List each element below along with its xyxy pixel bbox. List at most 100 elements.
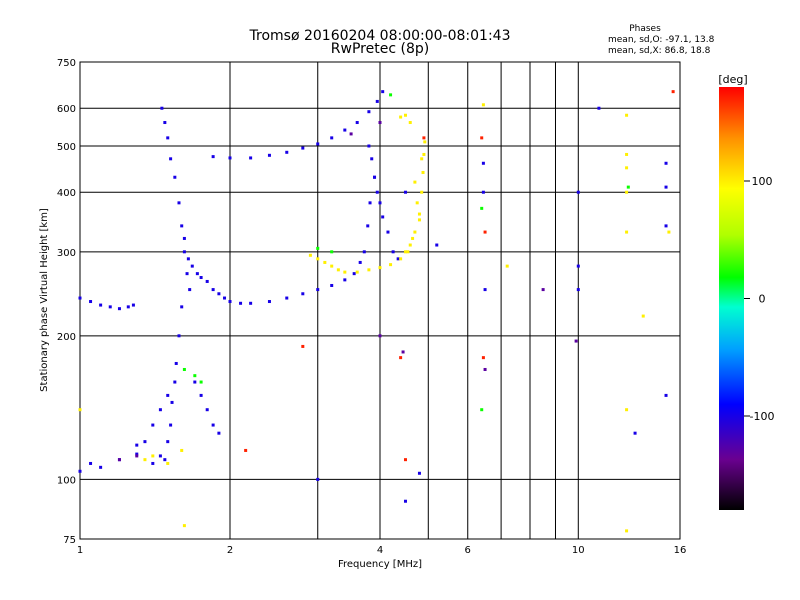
data-point xyxy=(135,443,139,447)
data-point xyxy=(417,218,421,222)
data-point xyxy=(158,408,162,412)
data-point xyxy=(343,270,347,274)
data-point xyxy=(330,136,334,140)
data-point xyxy=(180,305,184,309)
data-point xyxy=(399,257,403,261)
data-point xyxy=(89,461,93,465)
data-point xyxy=(239,301,243,305)
data-point xyxy=(664,393,668,397)
data-point xyxy=(174,361,178,365)
data-point xyxy=(217,431,221,435)
x-axis-label: Frequency [MHz] xyxy=(338,559,422,570)
data-point xyxy=(316,288,320,292)
data-point xyxy=(78,469,82,473)
y-axis-ticks: 75 100 200 300 400 500 600 750 xyxy=(57,58,76,546)
data-point xyxy=(401,350,405,354)
data-point xyxy=(367,144,371,148)
x-tick-label: 2 xyxy=(227,545,233,556)
data-point xyxy=(163,121,167,125)
data-point xyxy=(373,175,377,179)
data-point xyxy=(505,264,509,268)
data-point xyxy=(399,356,403,360)
data-point xyxy=(182,524,186,528)
data-point xyxy=(413,180,417,184)
data-point xyxy=(193,380,197,384)
data-point xyxy=(574,339,578,343)
x-tick-label: 16 xyxy=(674,545,687,556)
data-point xyxy=(386,230,390,234)
data-point xyxy=(169,423,173,427)
data-point xyxy=(481,103,485,107)
data-point xyxy=(413,230,417,234)
data-point xyxy=(358,260,362,264)
data-point xyxy=(480,206,484,210)
data-point xyxy=(368,201,372,205)
data-point xyxy=(205,279,209,283)
data-point xyxy=(99,465,103,469)
colorbar-ticks: 100 0 -100 xyxy=(744,175,774,423)
data-point xyxy=(422,136,426,140)
data-point xyxy=(408,121,412,125)
data-point xyxy=(349,132,353,136)
data-point xyxy=(185,272,189,276)
data-point xyxy=(158,454,162,458)
data-point xyxy=(211,288,215,292)
data-point xyxy=(391,250,395,254)
data-point xyxy=(199,393,203,397)
data-point xyxy=(378,334,382,338)
data-point xyxy=(625,166,629,170)
data-point xyxy=(249,156,253,160)
data-point xyxy=(625,190,629,194)
data-point xyxy=(641,314,645,318)
data-point xyxy=(190,264,194,268)
data-point xyxy=(403,499,407,503)
data-point xyxy=(330,250,334,254)
data-point xyxy=(362,250,366,254)
data-point xyxy=(375,99,379,103)
data-point xyxy=(378,121,382,125)
data-point xyxy=(343,128,347,132)
data-point xyxy=(408,243,412,247)
data-point xyxy=(370,157,374,161)
data-point xyxy=(182,367,186,371)
data-point xyxy=(228,156,232,160)
colorbar-label: [deg] xyxy=(718,73,747,86)
x-tick-label: 6 xyxy=(465,545,471,556)
data-point xyxy=(399,115,403,119)
data-point xyxy=(151,454,155,458)
data-point xyxy=(330,264,334,268)
data-point xyxy=(182,236,186,240)
data-point xyxy=(367,268,371,272)
data-point xyxy=(78,408,82,412)
data-point xyxy=(664,185,668,189)
data-point xyxy=(343,278,347,282)
data-point xyxy=(625,529,629,533)
y-tick-label: 200 xyxy=(57,332,76,343)
data-point xyxy=(177,201,181,205)
chart-subtitle: RwPretec (8p) xyxy=(331,41,429,57)
data-point xyxy=(664,161,668,165)
colorbar-tick-label: 0 xyxy=(759,293,766,306)
data-point xyxy=(166,393,170,397)
data-point xyxy=(435,243,439,247)
data-point xyxy=(301,344,305,348)
data-point xyxy=(406,250,410,254)
data-point xyxy=(180,448,184,452)
data-point xyxy=(417,471,421,475)
data-point xyxy=(301,146,305,150)
data-point xyxy=(151,423,155,427)
data-points xyxy=(78,90,675,533)
data-point xyxy=(177,334,181,338)
data-point xyxy=(420,157,424,161)
data-point xyxy=(217,292,221,296)
data-point xyxy=(483,288,487,292)
data-point xyxy=(415,201,419,205)
data-point xyxy=(378,201,382,205)
data-point xyxy=(355,121,359,125)
x-tick-label: 1 xyxy=(77,545,83,556)
data-point xyxy=(375,190,379,194)
data-point xyxy=(420,190,424,194)
data-point xyxy=(117,458,121,462)
data-point xyxy=(267,153,271,157)
